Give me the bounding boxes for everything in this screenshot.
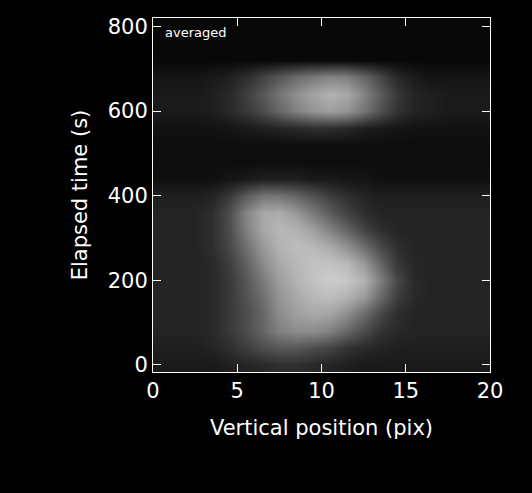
svg-text:600: 600	[108, 99, 148, 123]
svg-text:200: 200	[108, 269, 148, 293]
svg-text:Elapsed time (s): Elapsed time (s)	[68, 110, 92, 281]
svg-text:20: 20	[477, 379, 504, 403]
svg-text:400: 400	[108, 184, 148, 208]
svg-text:5: 5	[231, 379, 244, 403]
svg-text:10: 10	[308, 379, 335, 403]
svg-text:0: 0	[146, 379, 159, 403]
svg-text:0: 0	[134, 353, 147, 377]
svg-text:800: 800	[108, 15, 148, 39]
svg-text:Vertical position (pix): Vertical position (pix)	[210, 416, 433, 440]
svg-text:averaged: averaged	[165, 25, 226, 40]
svg-text:15: 15	[392, 379, 419, 403]
